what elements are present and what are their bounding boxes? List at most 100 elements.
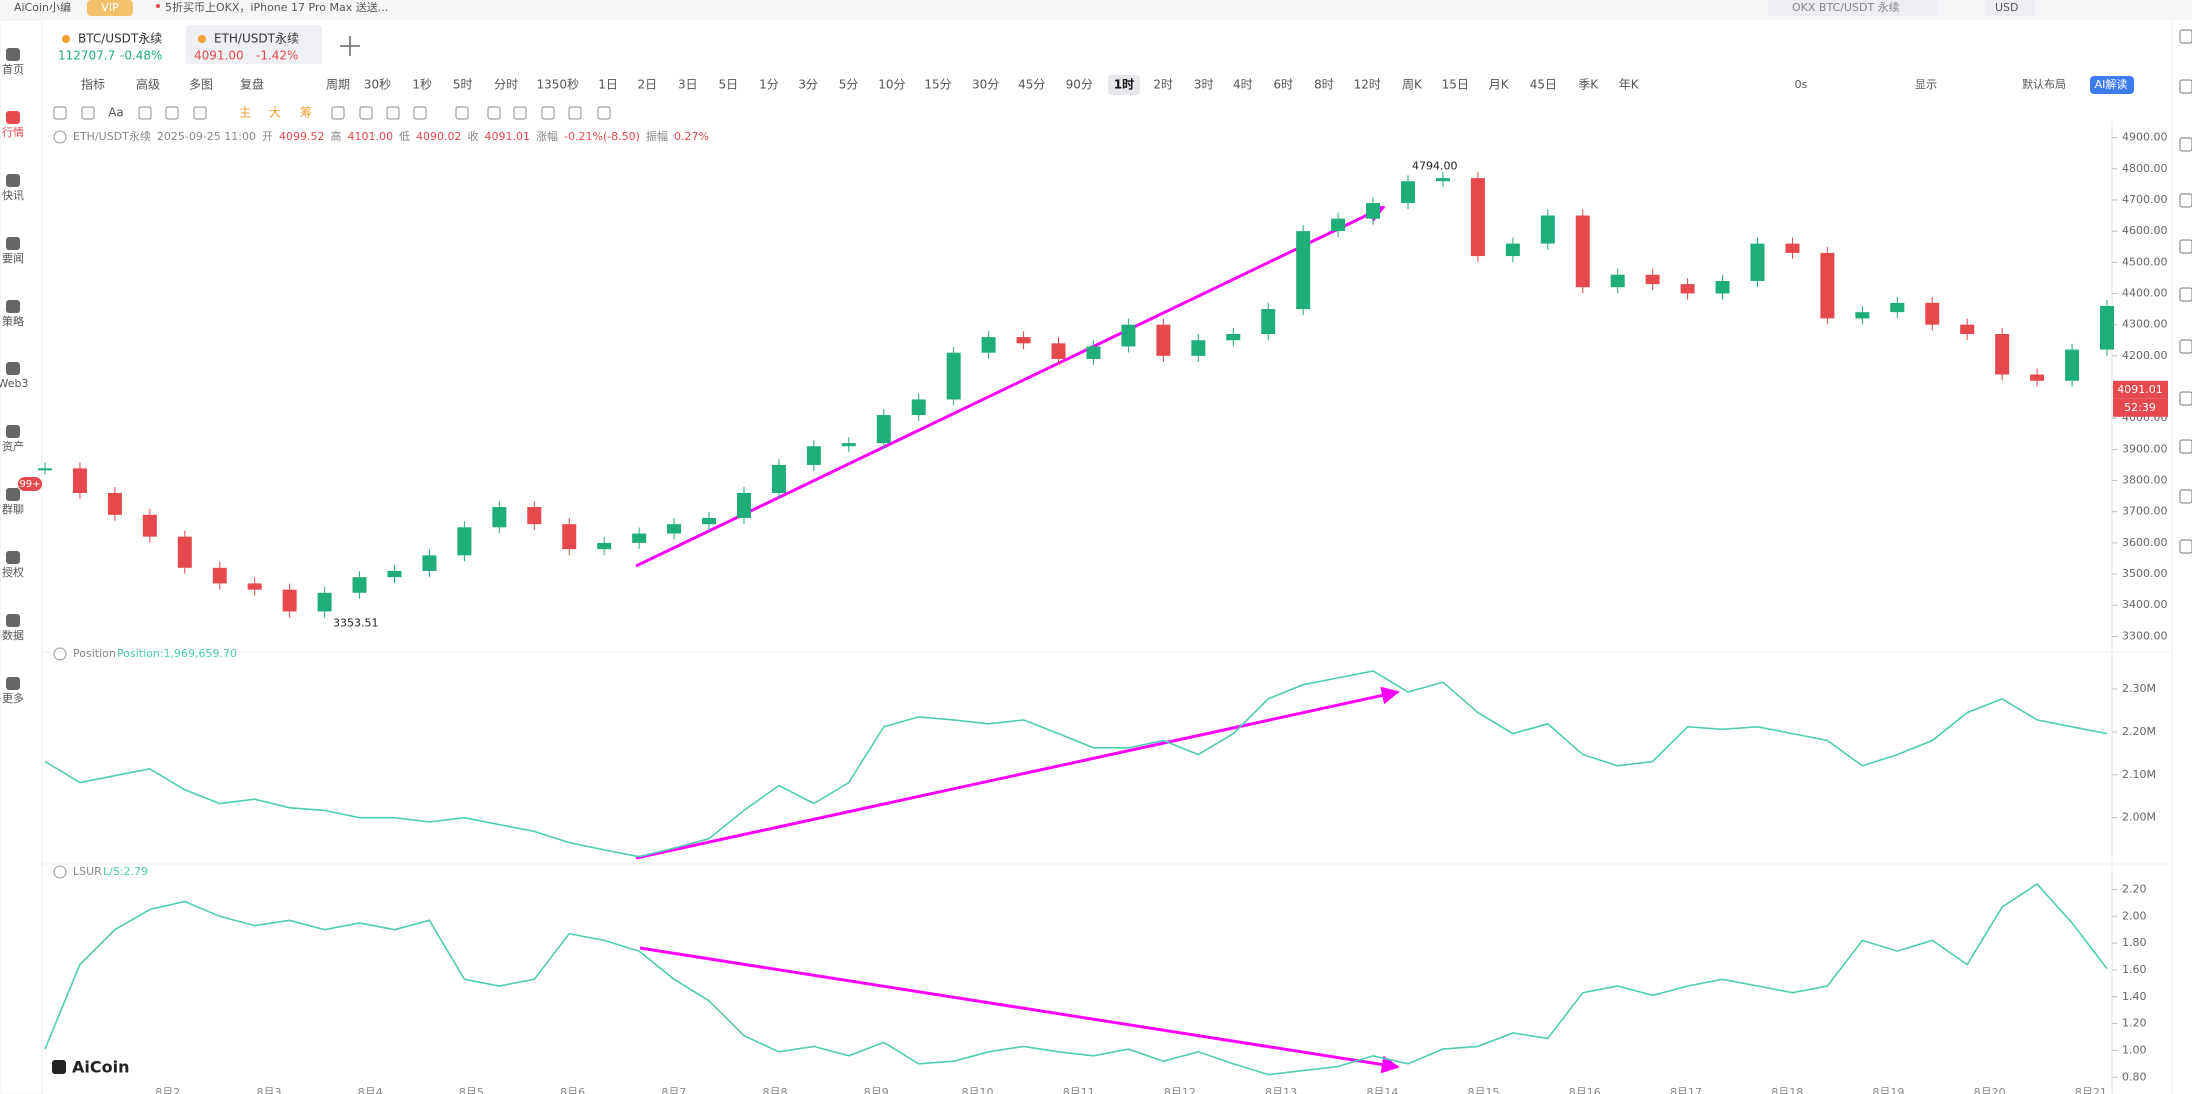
period-button[interactable]: 8时 — [1314, 78, 1334, 92]
draw-tool-icon[interactable] — [455, 106, 469, 120]
draw-tool-icon[interactable] — [138, 106, 152, 120]
currency-box[interactable] — [1985, 0, 2035, 16]
draw-tool-icon[interactable] — [165, 106, 179, 120]
period-button[interactable]: 1秒 — [412, 78, 432, 92]
sidebar-icon[interactable] — [6, 488, 20, 501]
draw-tool-icon[interactable] — [513, 106, 527, 120]
sidebar-label[interactable]: 快讯 — [2, 189, 24, 202]
period-button[interactable]: 5日 — [719, 78, 739, 92]
draw-tool-icon[interactable] — [597, 106, 611, 120]
sidebar-icon[interactable] — [6, 300, 20, 313]
period-button[interactable]: 季K — [1578, 78, 1599, 92]
sidebar-label[interactable]: 群聊 — [2, 502, 24, 516]
period-button[interactable]: 3日 — [678, 78, 698, 92]
toolbar-tool[interactable]: 复盘 — [240, 77, 264, 92]
toolbar-tool[interactable]: 多图 — [189, 78, 213, 92]
right-panel-icon[interactable] — [2179, 489, 2192, 504]
period-button[interactable]: 30秒 — [364, 78, 391, 92]
search-box[interactable] — [1768, 0, 1938, 16]
draw-tool-icon[interactable] — [413, 106, 427, 120]
period-button[interactable]: 3时 — [1194, 78, 1214, 92]
info-toggle[interactable] — [53, 130, 67, 144]
draw-tool-icon[interactable] — [568, 106, 582, 120]
toolbar-right-tool[interactable]: AI解读 — [2095, 77, 2128, 91]
toolbar-tool[interactable]: 高级 — [136, 77, 160, 92]
draw-tool[interactable]: Aa — [108, 106, 124, 120]
right-panel-icon[interactable] — [2179, 287, 2192, 302]
right-panel-icon[interactable] — [2179, 29, 2192, 44]
right-panel-icon[interactable] — [2179, 193, 2192, 208]
right-panel-icon[interactable] — [2179, 539, 2192, 554]
period-button[interactable]: 周K — [1402, 78, 1423, 92]
period-button[interactable]: 分时 — [494, 78, 518, 92]
sidebar-icon[interactable] — [6, 174, 20, 187]
right-panel-icon[interactable] — [2179, 79, 2192, 94]
draw-tool-icon[interactable] — [487, 106, 501, 120]
period-button[interactable]: 1日 — [598, 78, 618, 92]
sidebar-label[interactable]: 要闻 — [2, 251, 24, 265]
right-panel-icon[interactable] — [2179, 239, 2192, 254]
draw-tool-icon[interactable] — [386, 106, 400, 120]
toolbar-tool[interactable]: 周期 — [326, 78, 350, 92]
right-panel-icon[interactable] — [2179, 439, 2192, 454]
draw-tool-icon[interactable] — [331, 106, 345, 120]
period-button[interactable]: 1350秒 — [537, 78, 580, 92]
right-panel-icon[interactable] — [2179, 137, 2192, 152]
sidebar-label[interactable]: 授权 — [2, 565, 24, 579]
indicator-toggle[interactable] — [53, 865, 67, 879]
sidebar-label[interactable]: 行情 — [2, 126, 24, 139]
sidebar-icon[interactable] — [6, 111, 20, 124]
period-button[interactable]: 12时 — [1354, 78, 1381, 92]
right-panel-icon[interactable] — [2179, 339, 2192, 354]
draw-tool[interactable]: 大 — [269, 106, 281, 120]
period-button[interactable]: 3分 — [798, 78, 818, 92]
sidebar-label[interactable]: 更多 — [2, 691, 24, 705]
period-button[interactable]: 15分 — [924, 78, 951, 92]
sidebar-label[interactable]: 首页 — [2, 62, 24, 76]
period-button[interactable]: 2日 — [637, 78, 657, 92]
period-button[interactable]: 15日 — [1442, 78, 1469, 92]
draw-tool-icon[interactable] — [359, 106, 373, 120]
period-button[interactable]: 年K — [1619, 78, 1640, 92]
add-tab[interactable] — [340, 36, 360, 56]
period-button[interactable]: 6时 — [1274, 78, 1294, 92]
draw-tool-icon[interactable] — [541, 106, 555, 120]
draw-tool-icon[interactable] — [193, 106, 207, 120]
period-button[interactable]: 45日 — [1530, 78, 1557, 92]
tab-symbol[interactable]: ETH/USDT永续 — [214, 32, 299, 46]
toolbar-tool[interactable]: 指标 — [81, 77, 105, 92]
sidebar-icon[interactable] — [6, 237, 20, 250]
draw-tool[interactable]: 主 — [239, 106, 251, 120]
period-button[interactable]: 30分 — [972, 78, 999, 92]
sidebar-label[interactable]: Web3 — [0, 377, 28, 390]
indicator-toggle[interactable] — [53, 647, 67, 661]
toolbar-right-tool[interactable]: 显示 — [1915, 78, 1937, 91]
toolbar-right-tool[interactable]: 默认布局 — [2022, 78, 2066, 91]
sidebar-label[interactable]: 策略 — [2, 314, 24, 328]
period-button[interactable]: 1分 — [759, 78, 779, 92]
sidebar-icon[interactable] — [6, 362, 20, 375]
period-button[interactable]: 90分 — [1066, 78, 1093, 92]
draw-tool-icon[interactable] — [81, 106, 95, 120]
right-panel-icon[interactable] — [2179, 391, 2192, 406]
sidebar-icon[interactable] — [6, 677, 20, 690]
sidebar-label[interactable]: 数据 — [2, 628, 24, 642]
draw-tool-icon[interactable] — [53, 106, 67, 120]
period-button[interactable]: 45分 — [1018, 78, 1045, 92]
tab-symbol[interactable]: BTC/USDT永续 — [78, 32, 162, 46]
sidebar-icon[interactable] — [6, 614, 20, 627]
draw-tool[interactable]: 筹 — [300, 106, 312, 120]
period-button[interactable]: 5分 — [839, 78, 859, 92]
period-button[interactable]: 10分 — [878, 78, 905, 92]
period-button[interactable]: 5时 — [453, 78, 473, 92]
tab-active-bg[interactable] — [186, 25, 322, 64]
toolbar-right-tool[interactable]: 0s — [1795, 78, 1808, 91]
sidebar-icon[interactable] — [6, 425, 20, 438]
period-button[interactable]: 2时 — [1153, 78, 1173, 92]
period-button[interactable]: 4时 — [1233, 78, 1253, 92]
period-button[interactable]: 1时 — [1114, 77, 1134, 92]
sidebar-icon[interactable] — [6, 48, 20, 61]
sidebar-label[interactable]: 资产 — [2, 439, 24, 453]
period-button[interactable]: 月K — [1489, 78, 1510, 92]
news-ticker[interactable]: 5折买币上OKX，iPhone 17 Pro Max 送送... — [165, 0, 388, 14]
